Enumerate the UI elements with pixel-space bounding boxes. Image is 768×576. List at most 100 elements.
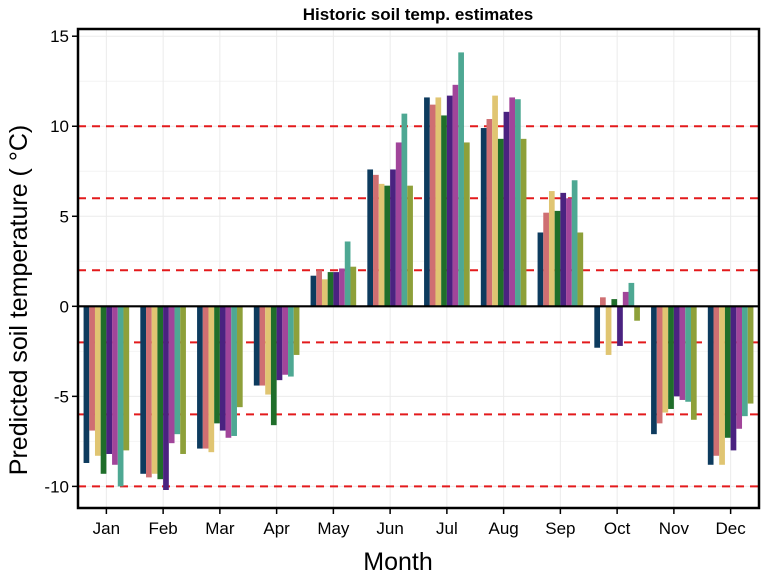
- x-tick-label: Aug: [489, 519, 519, 538]
- chart-title: Historic soil temp. estimates: [303, 5, 534, 24]
- bar: [713, 306, 720, 456]
- bar: [548, 191, 555, 307]
- bar: [265, 306, 271, 395]
- plot-border: [76, 27, 761, 510]
- bar: [197, 306, 203, 449]
- bar: [367, 169, 374, 307]
- bar: [668, 306, 674, 409]
- y-tick-label: -10: [44, 477, 69, 496]
- bar: [554, 210, 561, 307]
- bar: [140, 306, 147, 474]
- bar: [151, 306, 158, 474]
- bar: [276, 306, 283, 381]
- bar: [537, 232, 544, 307]
- bar: [747, 306, 754, 404]
- bar: [395, 142, 402, 307]
- bar: [270, 306, 277, 426]
- bar: [571, 180, 578, 307]
- bar: [543, 212, 549, 307]
- bars: [83, 52, 754, 490]
- x-tick-label: Nov: [659, 519, 690, 538]
- bar: [515, 99, 521, 307]
- bar: [100, 306, 107, 474]
- bar: [446, 95, 453, 307]
- bar: [157, 306, 164, 480]
- x-tick-label: Dec: [716, 519, 747, 538]
- bar: [560, 192, 567, 307]
- bar: [288, 306, 294, 377]
- x-tick-label: May: [317, 519, 350, 538]
- bar: [225, 306, 232, 438]
- bar: [253, 306, 260, 386]
- bar: [168, 306, 175, 444]
- bar: [339, 268, 345, 307]
- bar: [83, 306, 90, 463]
- bar: [378, 183, 385, 307]
- bar: [594, 306, 601, 348]
- bar: [373, 174, 379, 307]
- bar: [435, 97, 442, 307]
- bar: [724, 306, 731, 438]
- x-tick-label: Jul: [436, 519, 458, 538]
- y-axis-label: Predicted soil temperature ( °C): [5, 125, 33, 475]
- bar: [679, 306, 686, 400]
- y-tick-label: 15: [50, 27, 69, 46]
- bar: [719, 306, 725, 465]
- bar: [327, 272, 334, 307]
- bar: [424, 97, 430, 307]
- axes: -10 -5 0 5 10 15 Jan Feb Mar Apr May Jun Jul Aug Sep Oc…: [44, 27, 746, 538]
- bar: [622, 291, 629, 307]
- bar: [316, 270, 322, 307]
- reference-lines: [78, 125, 759, 488]
- bar: [509, 97, 516, 307]
- bar: [600, 297, 606, 307]
- bar: [685, 306, 691, 402]
- bar: [486, 119, 493, 307]
- bar: [214, 306, 220, 424]
- bar: [344, 241, 351, 307]
- y-tick-label: 5: [60, 207, 69, 226]
- bar: [497, 138, 504, 307]
- bar: [492, 95, 498, 307]
- bar: [401, 113, 408, 307]
- bar: [146, 306, 152, 478]
- bar: [707, 306, 714, 465]
- bar: [480, 128, 487, 307]
- bar: [123, 306, 130, 451]
- bar: [458, 52, 464, 307]
- bar: [236, 306, 243, 408]
- y-tick-label: 0: [60, 297, 69, 316]
- bar: [231, 306, 237, 436]
- bar: [605, 306, 612, 355]
- bar: [736, 306, 743, 429]
- bar: [208, 306, 215, 453]
- bar: [384, 185, 391, 307]
- x-tick-label: Oct: [604, 519, 631, 538]
- bar: [634, 306, 640, 321]
- x-axis-label: Month: [363, 548, 432, 576]
- bar: [282, 306, 289, 375]
- bar: [441, 115, 447, 307]
- bar: [106, 306, 113, 454]
- bar: [407, 185, 413, 307]
- x-tick-label: Jan: [93, 519, 120, 538]
- y-tick-label: -5: [54, 387, 69, 406]
- x-tick-label: Jun: [376, 519, 403, 538]
- x-tick-label: Apr: [263, 519, 290, 538]
- bar: [656, 306, 663, 424]
- bar: [293, 306, 300, 355]
- bar: [566, 198, 572, 307]
- bar: [259, 306, 266, 386]
- bar: [503, 111, 510, 307]
- bar: [628, 282, 635, 307]
- bar: [333, 272, 340, 307]
- x-tick-label: Mar: [205, 519, 235, 538]
- bar: [651, 306, 657, 435]
- bar: [89, 306, 95, 431]
- bar: [742, 306, 748, 417]
- bar: [163, 306, 169, 490]
- bar: [662, 306, 669, 413]
- bar: [520, 138, 527, 307]
- x-tick-label: Sep: [545, 519, 575, 538]
